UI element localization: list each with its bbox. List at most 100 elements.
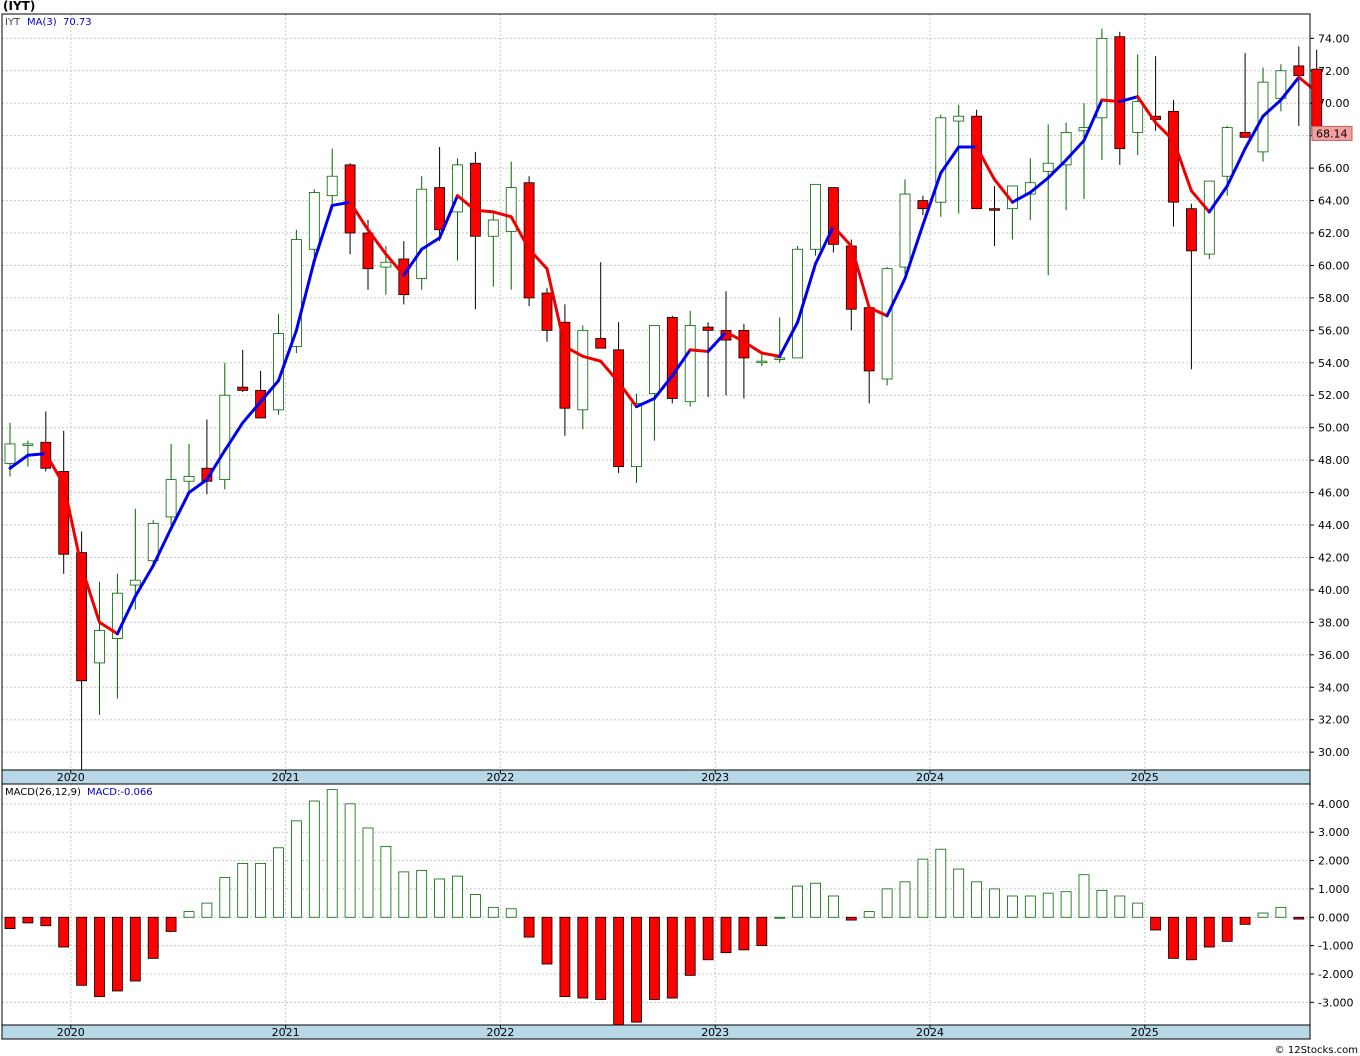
ma-segment bbox=[384, 252, 406, 277]
macd-bar bbox=[308, 800, 320, 918]
candle bbox=[541, 288, 553, 342]
price-year-band bbox=[1, 769, 1311, 785]
candle bbox=[344, 163, 356, 255]
macd-bar bbox=[738, 916, 750, 951]
candle-body bbox=[792, 248, 803, 359]
candle bbox=[1114, 31, 1126, 165]
candle bbox=[308, 189, 320, 264]
candle bbox=[684, 310, 696, 407]
macd-year-label: 2021 bbox=[272, 1026, 300, 1039]
candle-body bbox=[631, 402, 642, 468]
candle bbox=[1293, 46, 1305, 126]
credit-text: © 12Stocks.com bbox=[1274, 1045, 1358, 1056]
ma-segment bbox=[724, 330, 746, 344]
candle bbox=[183, 443, 195, 493]
candle bbox=[792, 245, 803, 359]
macd-tick-label: 4.000 bbox=[1318, 798, 1350, 811]
candle-body bbox=[255, 389, 267, 419]
macd-bar bbox=[559, 916, 571, 998]
ma-segment bbox=[62, 482, 84, 569]
macd-tick-label: -2.000 bbox=[1318, 968, 1353, 981]
ma-segment bbox=[1136, 95, 1158, 125]
candle bbox=[899, 179, 911, 274]
candle bbox=[273, 314, 284, 415]
ma-segment bbox=[241, 400, 263, 425]
macd-bar bbox=[487, 906, 499, 918]
macd-bar bbox=[94, 916, 105, 998]
price-tick-label: 74.00 bbox=[1318, 32, 1350, 45]
macd-year-label: 2025 bbox=[1131, 1026, 1159, 1039]
ma-segment bbox=[26, 452, 48, 457]
price-tick-label: 60.00 bbox=[1318, 259, 1350, 272]
macd-bar bbox=[845, 916, 857, 921]
candle bbox=[881, 267, 893, 386]
candle-body bbox=[1311, 68, 1323, 135]
price-legend-ma-value: 70.73 bbox=[63, 17, 92, 28]
candle-body bbox=[290, 239, 302, 347]
candle-body bbox=[1203, 180, 1215, 255]
last-price-label: 68.14 bbox=[1316, 127, 1348, 140]
candle-body bbox=[326, 175, 338, 197]
candle-body bbox=[94, 630, 105, 664]
candle bbox=[1042, 124, 1054, 276]
macd-legend-value: MACD:-0.066 bbox=[87, 787, 153, 798]
macd-bar bbox=[147, 916, 159, 959]
price-tick-label: 36.00 bbox=[1318, 649, 1350, 662]
macd-bar bbox=[1042, 892, 1054, 918]
macd-bar bbox=[899, 881, 911, 918]
price-legend-symbol: IYT bbox=[5, 17, 21, 28]
ma-segment bbox=[1279, 75, 1301, 102]
candle bbox=[971, 109, 982, 210]
candle-body bbox=[1239, 132, 1251, 138]
ma-segment bbox=[939, 145, 961, 175]
candle-body bbox=[1060, 132, 1072, 166]
macd-bar bbox=[666, 916, 678, 999]
candle-body bbox=[577, 329, 589, 411]
macd-tick-label: -3.000 bbox=[1318, 996, 1353, 1009]
macd-bar bbox=[810, 882, 821, 918]
ma-segment bbox=[473, 208, 495, 214]
price-legend-ma-label: MA(3) bbox=[27, 17, 57, 28]
price-tick-label: 32.00 bbox=[1318, 714, 1350, 727]
candle-body bbox=[362, 232, 374, 270]
candle bbox=[702, 322, 714, 397]
macd-bar bbox=[165, 916, 177, 932]
ma-segment bbox=[348, 200, 370, 232]
macd-bar bbox=[523, 916, 535, 938]
chart-title: (IYT) bbox=[3, 0, 36, 13]
macd-bar bbox=[1203, 916, 1215, 948]
candle-body bbox=[129, 579, 141, 586]
candle-body bbox=[237, 386, 249, 391]
macd-bar bbox=[22, 916, 34, 924]
ma-segment bbox=[778, 320, 800, 358]
price-year-label: 2023 bbox=[701, 771, 729, 784]
macd-bar bbox=[219, 877, 231, 918]
macd-bar bbox=[1168, 916, 1179, 959]
ma-segment bbox=[581, 354, 603, 363]
macd-bar bbox=[469, 894, 481, 918]
candle-body bbox=[881, 268, 893, 380]
candle-body bbox=[1042, 162, 1054, 172]
candle bbox=[94, 581, 105, 715]
ma-segment bbox=[1010, 190, 1032, 204]
candle-body bbox=[971, 115, 982, 210]
price-tick-label: 54.00 bbox=[1318, 357, 1350, 370]
macd-bar bbox=[505, 908, 517, 918]
ma-segment bbox=[760, 351, 782, 358]
candle-body bbox=[595, 338, 607, 349]
price-tick-label: 62.00 bbox=[1318, 227, 1350, 240]
macd-bar bbox=[1293, 916, 1305, 920]
macd-bar bbox=[541, 916, 553, 965]
candle bbox=[237, 349, 249, 392]
macd-bar bbox=[595, 916, 607, 1000]
candle-body bbox=[649, 325, 660, 395]
candle-body bbox=[22, 443, 34, 446]
ma-segment bbox=[366, 228, 388, 256]
macd-bar bbox=[362, 827, 374, 918]
ma-segment bbox=[1297, 75, 1319, 94]
candle bbox=[559, 304, 571, 436]
ma-segment bbox=[1028, 176, 1050, 194]
ma-segment bbox=[420, 236, 442, 251]
macd-bar bbox=[577, 916, 589, 999]
price-year-label: 2022 bbox=[486, 771, 514, 784]
